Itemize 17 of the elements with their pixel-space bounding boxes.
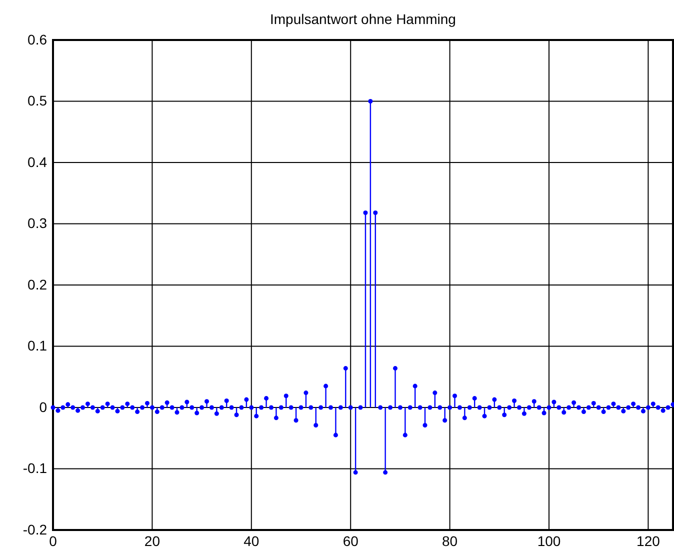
- y-tick-label: 0.4: [28, 154, 48, 170]
- x-tick-label: 120: [636, 532, 660, 549]
- x-tick-label: 80: [442, 532, 458, 549]
- y-tick-label: 0.6: [28, 31, 48, 48]
- chart-title: Impulsantwort ohne Hamming: [270, 11, 456, 27]
- x-tick-label: 40: [244, 532, 260, 549]
- y-tick-label: 0.2: [28, 276, 48, 292]
- y-tick-label: 0.1: [28, 338, 48, 354]
- y-tick-label: -0.2: [22, 521, 48, 538]
- x-tick-label: 60: [342, 532, 359, 549]
- y-tick-label: 0.3: [28, 215, 48, 232]
- x-tick-label: 0: [49, 532, 58, 549]
- x-tick-label: 20: [144, 532, 160, 549]
- y-tick-label: -0.1: [22, 460, 48, 476]
- y-tick-label: 0.5: [28, 92, 48, 109]
- y-tick-label: 0: [39, 398, 48, 415]
- x-tick-label: 100: [537, 532, 561, 549]
